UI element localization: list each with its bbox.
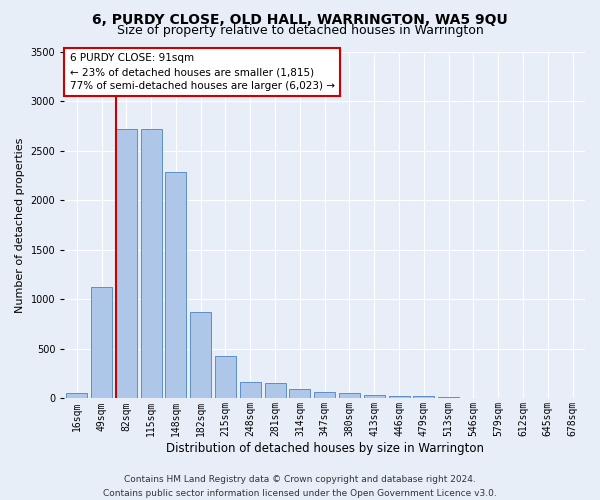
X-axis label: Distribution of detached houses by size in Warrington: Distribution of detached houses by size … (166, 442, 484, 455)
Bar (166, 172, 187, 398)
Bar (190, 312, 211, 398)
Bar (314, 392, 335, 398)
Bar (265, 382, 286, 398)
Bar (364, 395, 385, 398)
Bar (289, 389, 310, 398)
Bar (116, 129, 137, 398)
Bar (413, 396, 434, 398)
Bar (215, 356, 236, 399)
Bar (389, 396, 410, 398)
Bar (240, 382, 261, 398)
Text: 6, PURDY CLOSE, OLD HALL, WARRINGTON, WA5 9QU: 6, PURDY CLOSE, OLD HALL, WARRINGTON, WA… (92, 12, 508, 26)
Text: Size of property relative to detached houses in Warrington: Size of property relative to detached ho… (116, 24, 484, 37)
Bar (339, 393, 360, 398)
Bar (91, 288, 112, 399)
Text: 6 PURDY CLOSE: 91sqm
← 23% of detached houses are smaller (1,815)
77% of semi-de: 6 PURDY CLOSE: 91sqm ← 23% of detached h… (70, 53, 335, 91)
Bar (140, 129, 161, 398)
Y-axis label: Number of detached properties: Number of detached properties (15, 138, 25, 312)
Text: Contains HM Land Registry data © Crown copyright and database right 2024.
Contai: Contains HM Land Registry data © Crown c… (103, 476, 497, 498)
Bar (66, 394, 87, 398)
